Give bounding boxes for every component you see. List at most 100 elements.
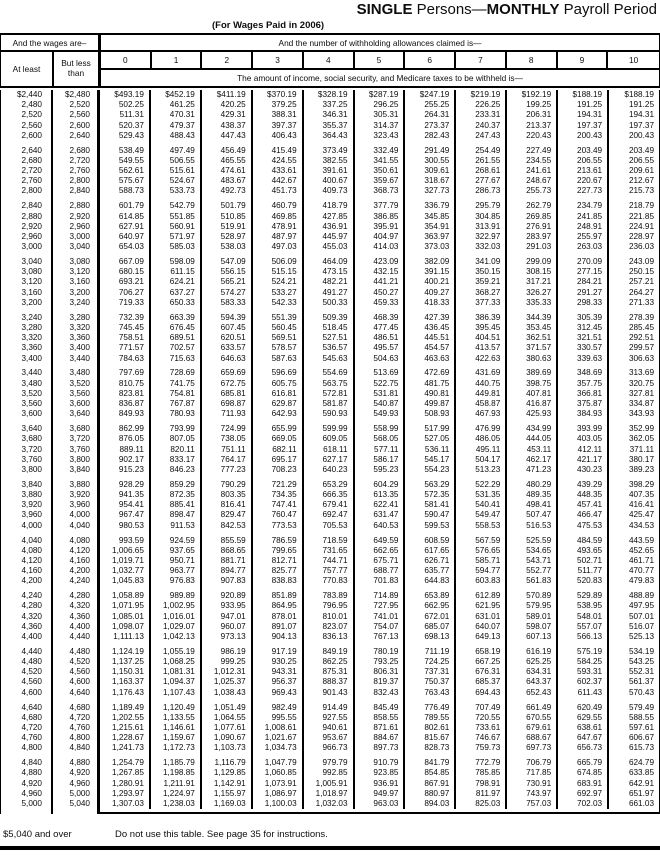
amount-cell: 825.03 [456,799,508,810]
but-less-cell [53,475,100,480]
amount-cell [507,642,559,647]
amount-cell: 299.09 [507,257,559,268]
amount-cell: 802.61 [405,722,457,734]
amount-cell: 864.95 [253,601,304,612]
amount-cell: 669.05 [253,434,304,445]
amount-cell: 206.55 [609,155,660,167]
amount-cell [558,252,610,258]
amount-cell: 731.65 [304,545,355,556]
but-less-cell: 4,440 [53,631,100,643]
but-less-cell [53,252,100,258]
amount-cell: 1,254.79 [100,758,151,769]
but-less-cell: 3,320 [53,322,100,334]
amount-cell: 492.73 [202,186,253,197]
amount-cell [202,697,253,703]
at-least-cell [0,753,53,759]
amount-cell: 522.29 [456,479,508,490]
amount-cell: $411.19 [202,90,253,101]
amount-cell: 346.31 [304,110,355,121]
amount-cell: 1,100.03 [253,799,304,810]
amount-cell [355,475,406,480]
amount-cell: 757.77 [304,566,355,577]
amount-cell: 760.47 [253,510,304,521]
amount-cell: 693.21 [100,277,151,288]
amount-cell: 213.37 [507,120,559,131]
amount-cell: 1,045.83 [100,576,151,587]
amount-cell: 291.27 [558,287,610,298]
amount-cell: 445.51 [405,333,457,344]
amount-cell: 424.55 [253,155,304,167]
but-less-cell: 2,760 [53,166,100,177]
amount-cell: 597.61 [609,722,660,734]
but-less-cell: 3,280 [53,312,100,323]
amount-cell: 197.37 [609,120,660,131]
amount-cell: 1,185.79 [151,758,202,769]
header-allowance-4: 4 [303,52,355,70]
amount-cell: 589.01 [507,611,559,622]
amount-cell: 579.49 [609,702,660,713]
but-less-cell: 4,760 [53,722,100,734]
amount-cell [100,697,151,703]
amount-cell: 261.55 [456,155,508,167]
amount-cell: 359.67 [355,176,406,187]
amount-cell: 359.21 [456,277,508,288]
amount-cell [456,753,508,759]
amount-cell: 348.69 [558,368,610,379]
amount-cell: 436.45 [405,322,457,334]
amount-cell: 661.49 [507,702,559,713]
at-least-cell [0,530,53,536]
amount-cell: 277.15 [558,267,610,278]
amount-cell: 940.61 [304,722,355,734]
amount-cell: 495.11 [456,444,508,455]
amount-cell: 312.45 [558,322,610,334]
amount-cell: 780.93 [151,409,202,420]
amount-cell: 295.79 [456,201,508,212]
amount-cell: 689.51 [151,333,202,344]
amount-cell: 785.85 [456,768,508,779]
but-less-cell [53,140,100,146]
amount-cell: 486.05 [456,434,508,445]
amount-cell: 993.59 [100,535,151,546]
amount-cell: 618.11 [304,444,355,455]
amount-cell: 255.97 [558,231,610,243]
amount-cell: 497.03 [253,242,304,253]
amount-cell: 625.25 [507,657,559,668]
amount-cell: 715.63 [151,353,202,364]
amount-cell: 455.03 [304,242,355,253]
table-header: And the wages are– And the number of wit… [0,33,660,88]
amount-cell: 563.75 [304,378,355,389]
amount-cell: 284.21 [558,277,610,288]
amount-cell: 688.67 [507,733,559,744]
amount-cell: 438.37 [202,120,253,131]
amount-cell: 568.05 [355,434,406,445]
amount-cell: 533.73 [151,186,202,197]
amount-cell: 488.89 [609,591,660,602]
but-less-cell: 3,760 [53,444,100,455]
amount-cell: 1,293.97 [100,788,151,799]
amount-cell: 271.33 [609,297,660,308]
amount-cell: 692.47 [304,510,355,521]
amount-cell [100,419,151,425]
amount-cell: 443.59 [609,535,660,546]
table-row: 2,960 3,000 640.97 571.97 528.97 487.97 445.97… [0,231,660,243]
amount-cell: 1,008.61 [253,722,304,734]
amount-cell: 616.19 [507,646,559,658]
at-least-cell: 3,040 [0,257,53,268]
amount-cell: 191.25 [609,100,660,111]
amount-cell: 1,005.91 [304,778,355,789]
amount-cell [253,363,304,369]
but-less-cell: 2,720 [53,155,100,167]
amount-cell: 206.55 [558,155,610,167]
amount-cell: 717.85 [507,768,559,779]
amount-cell: 611.43 [558,687,610,698]
amount-cell: 596.69 [253,368,304,379]
amount-cell: 635.77 [405,566,457,577]
amount-cell: 507.47 [507,510,559,521]
amount-cell [202,363,253,369]
amount-cell: 439.29 [558,479,610,490]
amount-cell: 1,133.55 [151,712,202,723]
amount-cell: 586.17 [355,454,406,465]
amount-cell: 1,124.19 [100,646,151,658]
amount-cell: 292.51 [609,333,660,344]
amount-cell: 676.31 [456,667,508,678]
